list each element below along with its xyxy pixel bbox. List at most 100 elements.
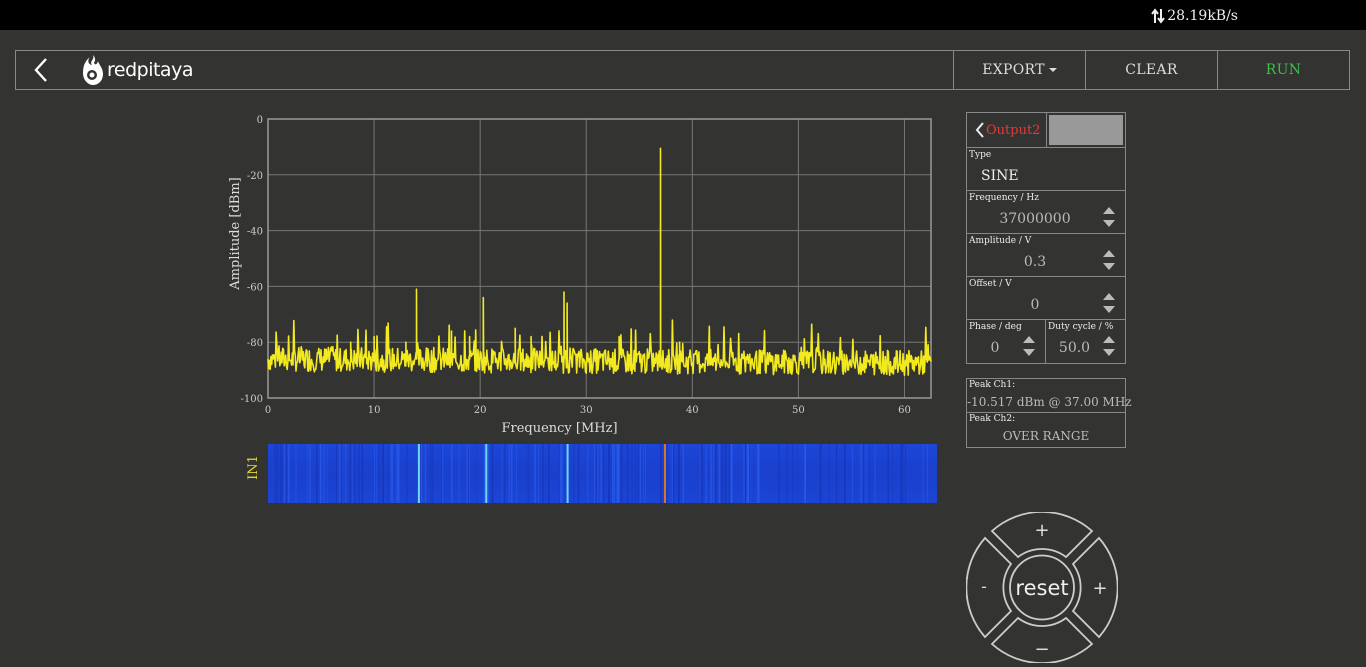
waterfall-noise-streak xyxy=(378,444,380,503)
waterfall-noise-streak xyxy=(281,444,283,503)
waterfall-noise-streak xyxy=(699,444,701,503)
waterfall-noise-streak xyxy=(612,444,613,503)
output-toggle[interactable] xyxy=(1047,113,1125,147)
waterfall-noise-streak xyxy=(387,444,389,503)
type-row[interactable]: Type SINE xyxy=(967,148,1125,191)
waterfall-noise-streak xyxy=(587,444,589,503)
export-button[interactable]: EXPORT xyxy=(953,51,1085,89)
left-minus-icon: - xyxy=(981,577,987,596)
waterfall-noise-streak xyxy=(835,444,838,503)
zoom-right-button[interactable] xyxy=(1071,536,1119,639)
waterfall-noise-streak xyxy=(673,444,675,503)
waterfall-noise-streak xyxy=(865,444,867,503)
phase-duty-row: Phase / deg 0 Duty cycle / % 50.0 xyxy=(967,320,1125,363)
spectrum-plot[interactable]: 0 10 20 30 40 50 60 0 -20 -40 -60 -80 -100 Frequency… xyxy=(220,112,950,442)
waterfall-noise-streak xyxy=(398,444,400,503)
waterfall-noise-streak xyxy=(613,444,615,503)
back-button[interactable] xyxy=(16,51,66,89)
frequency-input[interactable]: 37000000 xyxy=(999,211,1071,227)
waterfall-noise-streak xyxy=(715,444,717,503)
clear-button[interactable]: CLEAR xyxy=(1085,51,1217,89)
waterfall-noise-streak xyxy=(358,444,360,503)
waterfall-noise-streak xyxy=(922,444,924,503)
waterfall-noise-streak xyxy=(560,444,562,503)
phase-input[interactable]: 0 xyxy=(990,340,1000,356)
zoom-down-button[interactable] xyxy=(990,616,1094,664)
waterfall-canvas xyxy=(273,444,929,503)
waterfall-display[interactable] xyxy=(268,444,937,503)
x-tick-label: 0 xyxy=(265,405,271,416)
amplitude-input[interactable]: 0.3 xyxy=(1023,254,1047,270)
amplitude-row: Amplitude / V 0.3 xyxy=(967,234,1125,277)
waterfall-noise-streak xyxy=(526,444,528,503)
reset-button[interactable] xyxy=(1009,554,1075,621)
clear-label: CLEAR xyxy=(1125,62,1178,78)
waterfall-noise-streak xyxy=(548,444,550,503)
output-settings-panel: Output2 Type SINE Frequency / Hz 3700000… xyxy=(966,112,1126,364)
waterfall-noise-streak xyxy=(778,444,780,503)
waterfall-noise-streak xyxy=(593,444,595,503)
offset-input[interactable]: 0 xyxy=(1030,297,1040,313)
waterfall-noise-streak xyxy=(682,444,685,503)
waterfall-noise-streak xyxy=(538,444,539,503)
waterfall-noise-streak xyxy=(396,444,398,503)
run-button[interactable]: RUN xyxy=(1217,51,1349,89)
spectrum-trace xyxy=(267,147,932,377)
output2-tab[interactable]: Output2 xyxy=(967,113,1047,147)
waterfall-noise-streak xyxy=(643,444,644,503)
peak-ch1-value: -10.517 dBm @ 37.00 MHz xyxy=(967,395,1132,409)
waterfall-noise-streak xyxy=(382,444,384,503)
waterfall-noise-streak xyxy=(476,444,478,503)
waterfall-noise-streak xyxy=(467,444,469,503)
waterfall-noise-streak xyxy=(309,444,311,503)
x-tick-label: 30 xyxy=(580,405,593,416)
zoom-left-button[interactable] xyxy=(965,536,1013,639)
output2-tab-label: Output2 xyxy=(986,122,1041,138)
waterfall-noise-streak xyxy=(730,444,733,503)
waterfall-noise-streak xyxy=(601,444,603,503)
waterfall-noise-streak xyxy=(351,444,353,503)
phase-stepper[interactable] xyxy=(1023,335,1035,357)
export-label: EXPORT xyxy=(982,62,1045,78)
amplitude-stepper[interactable] xyxy=(1103,249,1115,271)
waterfall-noise-streak xyxy=(724,444,726,503)
waterfall-noise-streak xyxy=(508,444,511,503)
amplitude-label: Amplitude / V xyxy=(969,236,1032,246)
waterfall-noise-streak xyxy=(279,444,281,503)
run-label: RUN xyxy=(1265,62,1302,78)
waterfall-noise-streak xyxy=(596,444,598,503)
zoom-up-button[interactable] xyxy=(990,511,1094,559)
waterfall-noise-streak xyxy=(469,444,471,503)
waterfall-noise-streak xyxy=(295,444,297,503)
duty-cycle-input[interactable]: 50.0 xyxy=(1058,340,1091,356)
frequency-stepper[interactable] xyxy=(1103,206,1115,228)
waterfall-noise-streak xyxy=(927,444,929,503)
peak-ch2-value: OVER RANGE xyxy=(1002,429,1090,443)
waterfall-noise-streak xyxy=(491,444,493,503)
spectrum-chart[interactable]: 0 10 20 30 40 50 60 0 -20 -40 -60 -80 -100 Frequency… xyxy=(220,112,950,442)
logo-text: redpitaya xyxy=(107,59,193,81)
waterfall-noise-streak xyxy=(516,444,517,503)
waterfall-noise-streak xyxy=(275,444,277,503)
duty-cycle-stepper[interactable] xyxy=(1103,335,1115,357)
y-tick-label: 0 xyxy=(257,115,263,126)
waterfall-noise-streak xyxy=(307,444,308,503)
waterfall-noise-streak xyxy=(639,444,641,503)
waterfall-noise-streak xyxy=(828,444,830,503)
waterfall-noise-streak xyxy=(679,444,680,503)
waterfall-noise-streak xyxy=(726,444,727,503)
waterfall-noise-streak xyxy=(424,444,427,503)
waterfall-noise-streak xyxy=(887,444,889,503)
offset-stepper[interactable] xyxy=(1103,292,1115,314)
type-select[interactable]: SINE xyxy=(981,168,1019,184)
waterfall-noise-streak xyxy=(573,444,575,503)
waterfall-noise-streak xyxy=(323,444,325,503)
waterfall-channel-label: IN1 xyxy=(245,455,261,480)
waterfall-noise-streak xyxy=(705,444,707,503)
peak-ch1-row: Peak Ch1: -10.517 dBm @ 37.00 MHz xyxy=(967,379,1132,413)
waterfall-noise-streak xyxy=(701,444,703,503)
phase-label: Phase / deg xyxy=(969,322,1022,332)
waterfall-noise-streak xyxy=(730,444,732,503)
x-tick-label: 20 xyxy=(474,405,487,416)
waterfall-noise-streak xyxy=(859,444,861,503)
